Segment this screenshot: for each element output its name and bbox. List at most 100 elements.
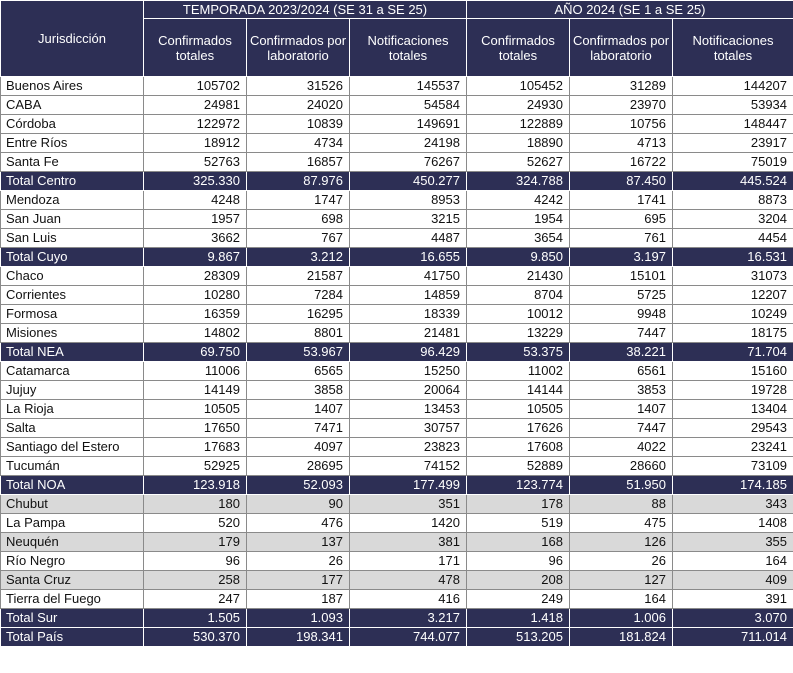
value-cell-s-conf: 123.918 [143,475,247,495]
value-cell-y-lab: 1.006 [569,608,673,628]
value-cell-s-lab: 16857 [246,152,350,172]
value-cell-s-not: 351 [349,494,467,514]
jurisdiction-cell: San Juan [0,209,144,229]
value-cell-s-lab: 8801 [246,323,350,343]
jurisdiction-cell: La Rioja [0,399,144,419]
jurisdiction-cell: Misiones [0,323,144,343]
value-cell-s-conf: 52925 [143,456,247,476]
value-cell-y-not: 445.524 [671,171,793,191]
value-cell-s-lab: 137 [246,532,350,552]
value-cell-s-not: 15250 [349,361,467,381]
table-row: San Juan 1957 698 3215 1954 695 3204 [0,209,793,229]
value-cell-y-lab: 15101 [569,266,673,286]
value-cell-y-not: 23241 [671,437,793,457]
value-cell-y-lab: 10756 [569,114,673,134]
value-cell-s-lab: 10839 [246,114,350,134]
jurisdiction-cell: CABA [0,95,144,115]
value-cell-s-conf: 96 [143,551,247,571]
value-cell-s-conf: 52763 [143,152,247,172]
value-cell-s-lab: 1.093 [246,608,350,628]
season-header: TEMPORADA 2023/2024 (SE 31 a SE 25) [143,0,467,19]
value-cell-y-lab: 51.950 [569,475,673,495]
table-row: Mendoza 4248 1747 8953 4242 1741 8873 [0,190,793,210]
value-cell-s-conf: 17650 [143,418,247,438]
value-cell-s-lab: 4097 [246,437,350,457]
value-cell-s-lab: 3.212 [246,247,350,267]
value-cell-s-conf: 10280 [143,285,247,305]
value-cell-y-not: 3.070 [671,608,793,628]
jurisdiction-cell: Total Cuyo [0,247,144,267]
table-row: Salta 17650 7471 30757 17626 7447 29543 [0,418,793,438]
total-row: Total NOA 123.918 52.093 177.499 123.774 51.9… [0,475,793,495]
jurisdiction-cell: Santa Fe [0,152,144,172]
value-cell-s-conf: 3662 [143,228,247,248]
value-cell-y-lab: 761 [569,228,673,248]
jurisdiction-cell: Entre Ríos [0,133,144,153]
jurisdiction-cell: Córdoba [0,114,144,134]
season-confirmed-header: Confirmados totales [143,18,247,77]
value-cell-y-conf: 123.774 [466,475,570,495]
value-cell-y-conf: 13229 [466,323,570,343]
value-cell-y-not: 75019 [671,152,793,172]
table-row: Córdoba 122972 10839 149691 122889 10756 14844… [0,114,793,134]
value-cell-s-not: 24198 [349,133,467,153]
value-cell-s-lab: 698 [246,209,350,229]
table-row: CABA 24981 24020 54584 24930 23970 53934 [0,95,793,115]
value-cell-y-conf: 519 [466,513,570,533]
value-cell-s-not: 96.429 [349,342,467,362]
table-row: Entre Ríos 18912 4734 24198 18890 4713 23917 [0,133,793,153]
value-cell-y-not: 355 [671,532,793,552]
table-row: La Pampa 520 476 1420 519 475 1408 [0,513,793,533]
total-row: Total País 530.370 198.341 744.077 513.205 18… [0,627,793,647]
value-cell-s-not: 23823 [349,437,467,457]
value-cell-y-not: 391 [671,589,793,609]
value-cell-s-not: 171 [349,551,467,571]
table-row: Buenos Aires 105702 31526 145537 105452 31289… [0,76,793,96]
jurisdiction-cell: Neuquén [0,532,144,552]
value-cell-s-lab: 21587 [246,266,350,286]
value-cell-s-lab: 3858 [246,380,350,400]
season-lab-header: Confirmados por laboratorio [246,18,350,77]
value-cell-y-conf: 178 [466,494,570,514]
value-cell-s-lab: 476 [246,513,350,533]
jurisdiction-cell: Total Centro [0,171,144,191]
jurisdiction-cell: Tierra del Fuego [0,589,144,609]
value-cell-s-not: 76267 [349,152,467,172]
value-cell-s-conf: 69.750 [143,342,247,362]
value-cell-s-lab: 31526 [246,76,350,96]
jurisdiction-cell: Jujuy [0,380,144,400]
value-cell-y-not: 148447 [671,114,793,134]
value-cell-y-lab: 181.824 [569,627,673,647]
year-lab-header: Confirmados por laboratorio [569,18,673,77]
value-cell-s-not: 30757 [349,418,467,438]
value-cell-s-lab: 187 [246,589,350,609]
value-cell-s-conf: 11006 [143,361,247,381]
value-cell-s-not: 13453 [349,399,467,419]
total-row: Total Sur 1.505 1.093 3.217 1.418 1.006 3.070 [0,608,793,628]
value-cell-y-conf: 1.418 [466,608,570,628]
table-row: Chaco 28309 21587 41750 21430 15101 31073 [0,266,793,286]
value-cell-s-conf: 1957 [143,209,247,229]
value-cell-y-conf: 1954 [466,209,570,229]
jurisdiction-cell: Formosa [0,304,144,324]
value-cell-y-lab: 4713 [569,133,673,153]
cases-table: Jurisdicción TEMPORADA 2023/2024 (SE 31 … [0,0,793,647]
value-cell-s-lab: 1407 [246,399,350,419]
value-cell-y-not: 31073 [671,266,793,286]
value-cell-s-conf: 247 [143,589,247,609]
value-cell-s-lab: 177 [246,570,350,590]
value-cell-y-conf: 52627 [466,152,570,172]
value-cell-s-lab: 90 [246,494,350,514]
value-cell-s-lab: 26 [246,551,350,571]
value-cell-s-not: 381 [349,532,467,552]
value-cell-s-conf: 28309 [143,266,247,286]
value-cell-y-not: 164 [671,551,793,571]
value-cell-y-conf: 324.788 [466,171,570,191]
jurisdiction-cell: Buenos Aires [0,76,144,96]
value-cell-y-not: 8873 [671,190,793,210]
value-cell-s-not: 74152 [349,456,467,476]
value-cell-s-conf: 14802 [143,323,247,343]
jurisdiction-cell: Salta [0,418,144,438]
table-row: Santa Fe 52763 16857 76267 52627 16722 75019 [0,152,793,172]
value-cell-y-lab: 3.197 [569,247,673,267]
